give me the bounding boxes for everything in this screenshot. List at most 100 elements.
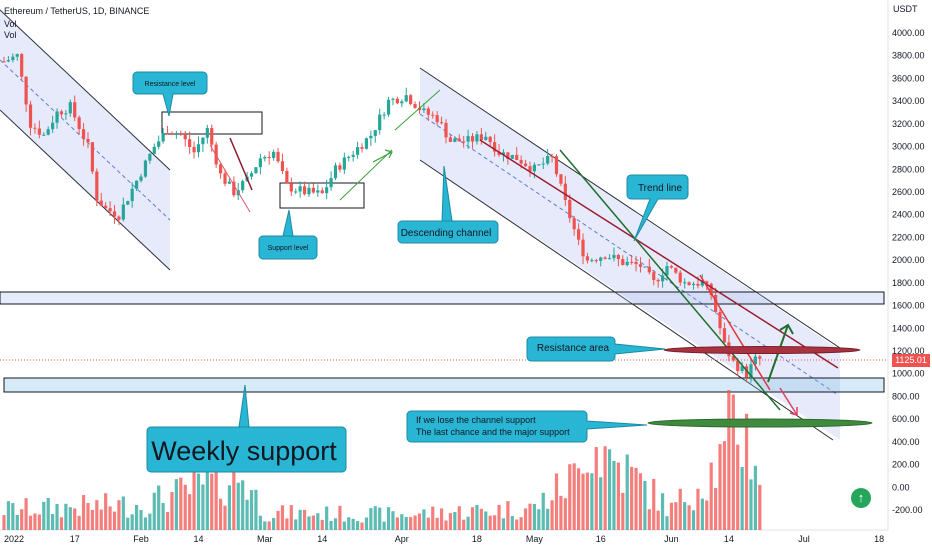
candle-body xyxy=(669,266,674,268)
candle-body xyxy=(289,183,293,192)
candle-body xyxy=(360,147,364,149)
candle-body xyxy=(621,259,625,265)
volume-bar xyxy=(294,519,298,530)
x-tick-label: 14 xyxy=(724,534,734,544)
volume-bar xyxy=(227,485,232,530)
candle-body xyxy=(135,180,139,189)
volume-bar xyxy=(400,514,404,530)
candle-body xyxy=(700,281,704,286)
trend-red-feb xyxy=(209,144,251,213)
volume-bar xyxy=(435,517,439,530)
candle-body xyxy=(594,260,598,262)
volume-bar xyxy=(395,517,399,530)
candle-body xyxy=(2,61,6,63)
volume-bar xyxy=(15,514,19,530)
x-tick-label: 18 xyxy=(874,534,884,544)
callout-support-level xyxy=(258,209,318,260)
candle-body xyxy=(691,283,696,285)
candle-body xyxy=(37,128,41,135)
volume-bar xyxy=(143,517,148,530)
candle-body xyxy=(431,114,435,116)
volume-bar xyxy=(37,514,41,530)
volume-bar xyxy=(325,506,329,530)
text-trend-line: Trend line xyxy=(638,183,683,194)
candle-body xyxy=(630,261,634,263)
candle-body xyxy=(316,190,320,193)
volume-bar xyxy=(165,512,170,530)
candle-body xyxy=(90,142,94,172)
volume-bar xyxy=(546,508,550,530)
vol-label-2: Vol xyxy=(4,30,17,40)
down-arrow xyxy=(779,387,798,416)
volume-bar xyxy=(753,465,757,530)
callouts: Resistance level Support level Descendin… xyxy=(132,71,689,473)
candle-body xyxy=(104,205,108,209)
candle-body xyxy=(11,56,15,61)
volume-bar xyxy=(484,511,488,530)
zone-weekly-support xyxy=(3,377,885,393)
volume-bar xyxy=(108,506,112,530)
candle-body xyxy=(740,366,744,372)
candle-body xyxy=(404,95,408,102)
candle-body xyxy=(607,258,612,260)
volume-bar xyxy=(139,510,143,530)
volume-bar xyxy=(669,502,674,530)
volume-bar xyxy=(404,516,408,530)
candle-body xyxy=(298,186,302,192)
candle-body xyxy=(382,114,386,116)
candle-body xyxy=(232,181,236,196)
volume-bar xyxy=(236,482,240,530)
volume-bar xyxy=(298,509,302,530)
candle-body xyxy=(660,275,665,282)
chart-title: Ethereum / TetherUS, 1D, BINANCE xyxy=(4,6,150,16)
trend-green-steep xyxy=(559,149,781,411)
volume-bar xyxy=(24,498,28,530)
candle-body xyxy=(599,257,603,261)
candle-body xyxy=(532,164,536,172)
volume-bar xyxy=(126,517,130,530)
candle-body xyxy=(68,102,72,114)
volume-bar xyxy=(241,480,245,530)
x-tick-label: Jul xyxy=(798,534,810,544)
volume-bar xyxy=(46,498,50,530)
volume-bar xyxy=(307,516,311,530)
candle-body xyxy=(391,98,395,100)
candle-body xyxy=(46,129,50,135)
zone-1700 xyxy=(0,291,885,305)
volume-bar xyxy=(258,515,262,530)
volume-bar xyxy=(81,495,86,530)
volume-bar xyxy=(638,473,643,530)
candle-body xyxy=(435,115,439,123)
vol-label-1: Vol xyxy=(4,19,17,29)
y-tick-label: 600.00 xyxy=(892,414,920,424)
volume-bar xyxy=(174,479,178,530)
volume-bar xyxy=(210,473,214,530)
volume-bar xyxy=(64,503,68,530)
volume-bar xyxy=(338,505,342,530)
volume-bar xyxy=(488,515,492,530)
volume-bar xyxy=(678,488,682,530)
x-tick-label: Jun xyxy=(664,534,679,544)
volume-bar xyxy=(232,464,236,530)
volume-bar xyxy=(475,504,479,530)
y-tick-label: 1000.00 xyxy=(892,369,925,379)
candle-body xyxy=(59,111,64,115)
candle-body xyxy=(307,187,311,195)
time-axis: 2022 17 Feb 14 Mar 14 Apr 18 May 16 Jun 14 Jul 18 xyxy=(4,534,884,544)
x-tick-label: 14 xyxy=(317,534,327,544)
channel-jan-mid xyxy=(0,59,171,221)
candle-body xyxy=(510,154,514,159)
volume-bar xyxy=(506,501,510,530)
volume-bar xyxy=(267,521,271,530)
volume-bar xyxy=(612,460,616,530)
y-tick-label: 2600.00 xyxy=(892,187,925,197)
candle-body xyxy=(210,127,214,145)
y-tick-label: 3400.00 xyxy=(892,96,925,106)
volume-bar xyxy=(356,520,360,530)
volume-bar xyxy=(581,473,585,530)
scroll-up-button[interactable]: ↑ xyxy=(851,488,871,508)
volume-bar xyxy=(537,509,541,530)
volume-bar xyxy=(51,513,55,530)
candle-body xyxy=(302,186,307,195)
x-tick-label: 14 xyxy=(193,534,203,544)
